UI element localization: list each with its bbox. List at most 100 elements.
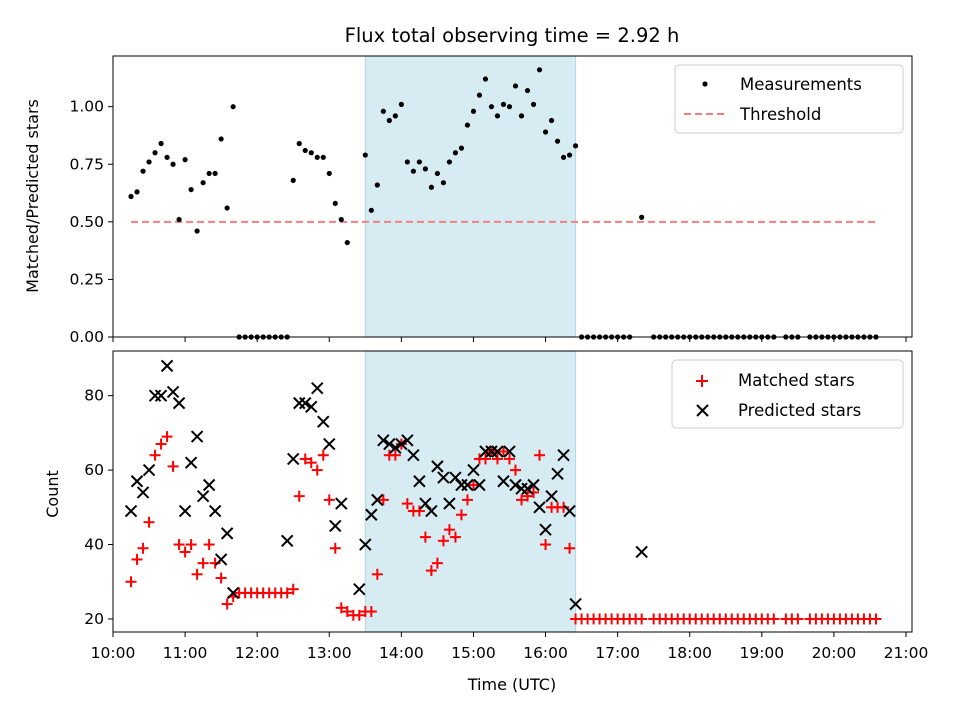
matched-star-point [149, 449, 161, 461]
matched-star-point [461, 494, 473, 506]
predicted-star-point [359, 538, 372, 551]
x-tick-label: 14:00 [379, 644, 424, 662]
matched-star-point [467, 479, 479, 491]
predicted-star-point [449, 471, 462, 484]
measurement-point [428, 184, 434, 190]
predicted-star-point [124, 504, 138, 518]
legend-marker-predicted [696, 404, 709, 417]
y-tick-label: 0.50 [69, 213, 104, 231]
measurement-point [152, 150, 158, 156]
bottom-axes-frame [112, 350, 913, 633]
predicted-star-point [503, 445, 516, 458]
measurement-point [512, 83, 519, 89]
chart-title: Flux total observing time = 2.92 h [345, 24, 680, 47]
top-y-ticks: 0.00 0.25 0.50 0.75 1.00 [69, 98, 113, 346]
predicted-star-point [533, 501, 546, 514]
measurement-point [560, 154, 567, 160]
measurement-point [524, 87, 531, 94]
predicted-star-point [527, 478, 540, 492]
matched-star-point [540, 539, 552, 551]
predicted-star-point [395, 437, 408, 451]
matched-star-point [335, 602, 347, 614]
matched-star-point [365, 606, 377, 618]
matched-star-point [497, 445, 509, 457]
predicted-star-point [142, 463, 156, 477]
matched-star-point [329, 542, 341, 554]
observing-window-span-top [364, 55, 577, 338]
legend-label-predicted: Predicted stars [738, 401, 861, 420]
predicted-star-point [389, 441, 402, 454]
x-tick-label: 20:00 [812, 644, 857, 662]
matched-star-point [768, 613, 780, 625]
predicted-star-point [148, 389, 162, 402]
predicted-star-point [196, 489, 210, 503]
matched-star-point [425, 565, 437, 577]
measurement-point [386, 117, 392, 124]
predicted-star-point [311, 382, 324, 395]
measurement-point [320, 154, 326, 160]
predicted-star-point [371, 493, 384, 507]
measurement-point [188, 186, 194, 193]
predicted-star-point [130, 475, 144, 488]
top-legend-box [674, 64, 904, 134]
legend-label-measurements: Measurements [740, 75, 862, 94]
y-tick-label: 0.25 [69, 270, 104, 288]
measurement-point [446, 159, 453, 165]
matched-star-point [455, 509, 467, 521]
matched-star-point [191, 568, 203, 580]
predicted-star-point [491, 445, 504, 458]
matched-star-point [413, 505, 425, 517]
matched-star-point [167, 460, 179, 472]
matched-star-point [185, 539, 197, 551]
predicted-star-point [287, 452, 300, 466]
matched-star-point [215, 572, 227, 584]
predicted-star-point [281, 534, 294, 548]
measurement-point [542, 129, 549, 135]
matched-star-point [161, 431, 173, 443]
measurement-point [404, 159, 410, 165]
x-tick-label: 18:00 [667, 644, 712, 662]
measurement-point [374, 182, 380, 188]
predicted-star-point [154, 389, 168, 402]
measurement-point [482, 76, 489, 82]
matched-star-point [401, 498, 413, 510]
measurement-point [200, 180, 206, 186]
matched-star-point [371, 568, 383, 580]
predicted-star-point [383, 437, 396, 451]
measurement-point [398, 101, 404, 107]
measurement-point [134, 189, 140, 195]
y-tick-label: 40 [84, 536, 104, 554]
predicted-star-point [551, 467, 564, 481]
matched-star-point [510, 464, 522, 476]
predicted-star-point [190, 430, 204, 443]
y-tick-label: 80 [84, 387, 104, 405]
predicted-star-point [569, 597, 582, 611]
measurement-point [176, 216, 182, 223]
x-tick-label: 13:00 [307, 644, 352, 662]
matched-star-point [377, 494, 389, 506]
matched-star-point [131, 553, 143, 565]
matched-star-point [287, 583, 299, 595]
measurement-point [494, 113, 501, 119]
predicted-star-point [184, 456, 198, 469]
measurement-point [302, 147, 308, 154]
measurement-point [326, 170, 332, 177]
matched-star-point [522, 490, 534, 502]
matched-star-point [503, 453, 515, 465]
predicted-star-point [178, 504, 192, 518]
matched-star-point [419, 531, 431, 543]
x-tick-label: 17:00 [595, 644, 640, 662]
bottom-legend-box [671, 359, 904, 429]
matched-star-point [299, 453, 311, 465]
measurement-point [566, 152, 573, 158]
matched-star-point [155, 438, 167, 450]
matched-star-point [323, 494, 335, 506]
x-tick-label: 16:00 [523, 644, 568, 662]
measurement-point [422, 166, 428, 172]
flux-ratio-panel: 0.00 0.25 0.50 0.75 1.00 Matched/Predicted s… [23, 55, 913, 346]
predicted-star-point [401, 434, 414, 447]
x-tick-label: 10:00 [91, 644, 136, 662]
bottom-legend: Matched stars Predicted stars [671, 359, 904, 429]
predicted-star-point [323, 437, 336, 451]
